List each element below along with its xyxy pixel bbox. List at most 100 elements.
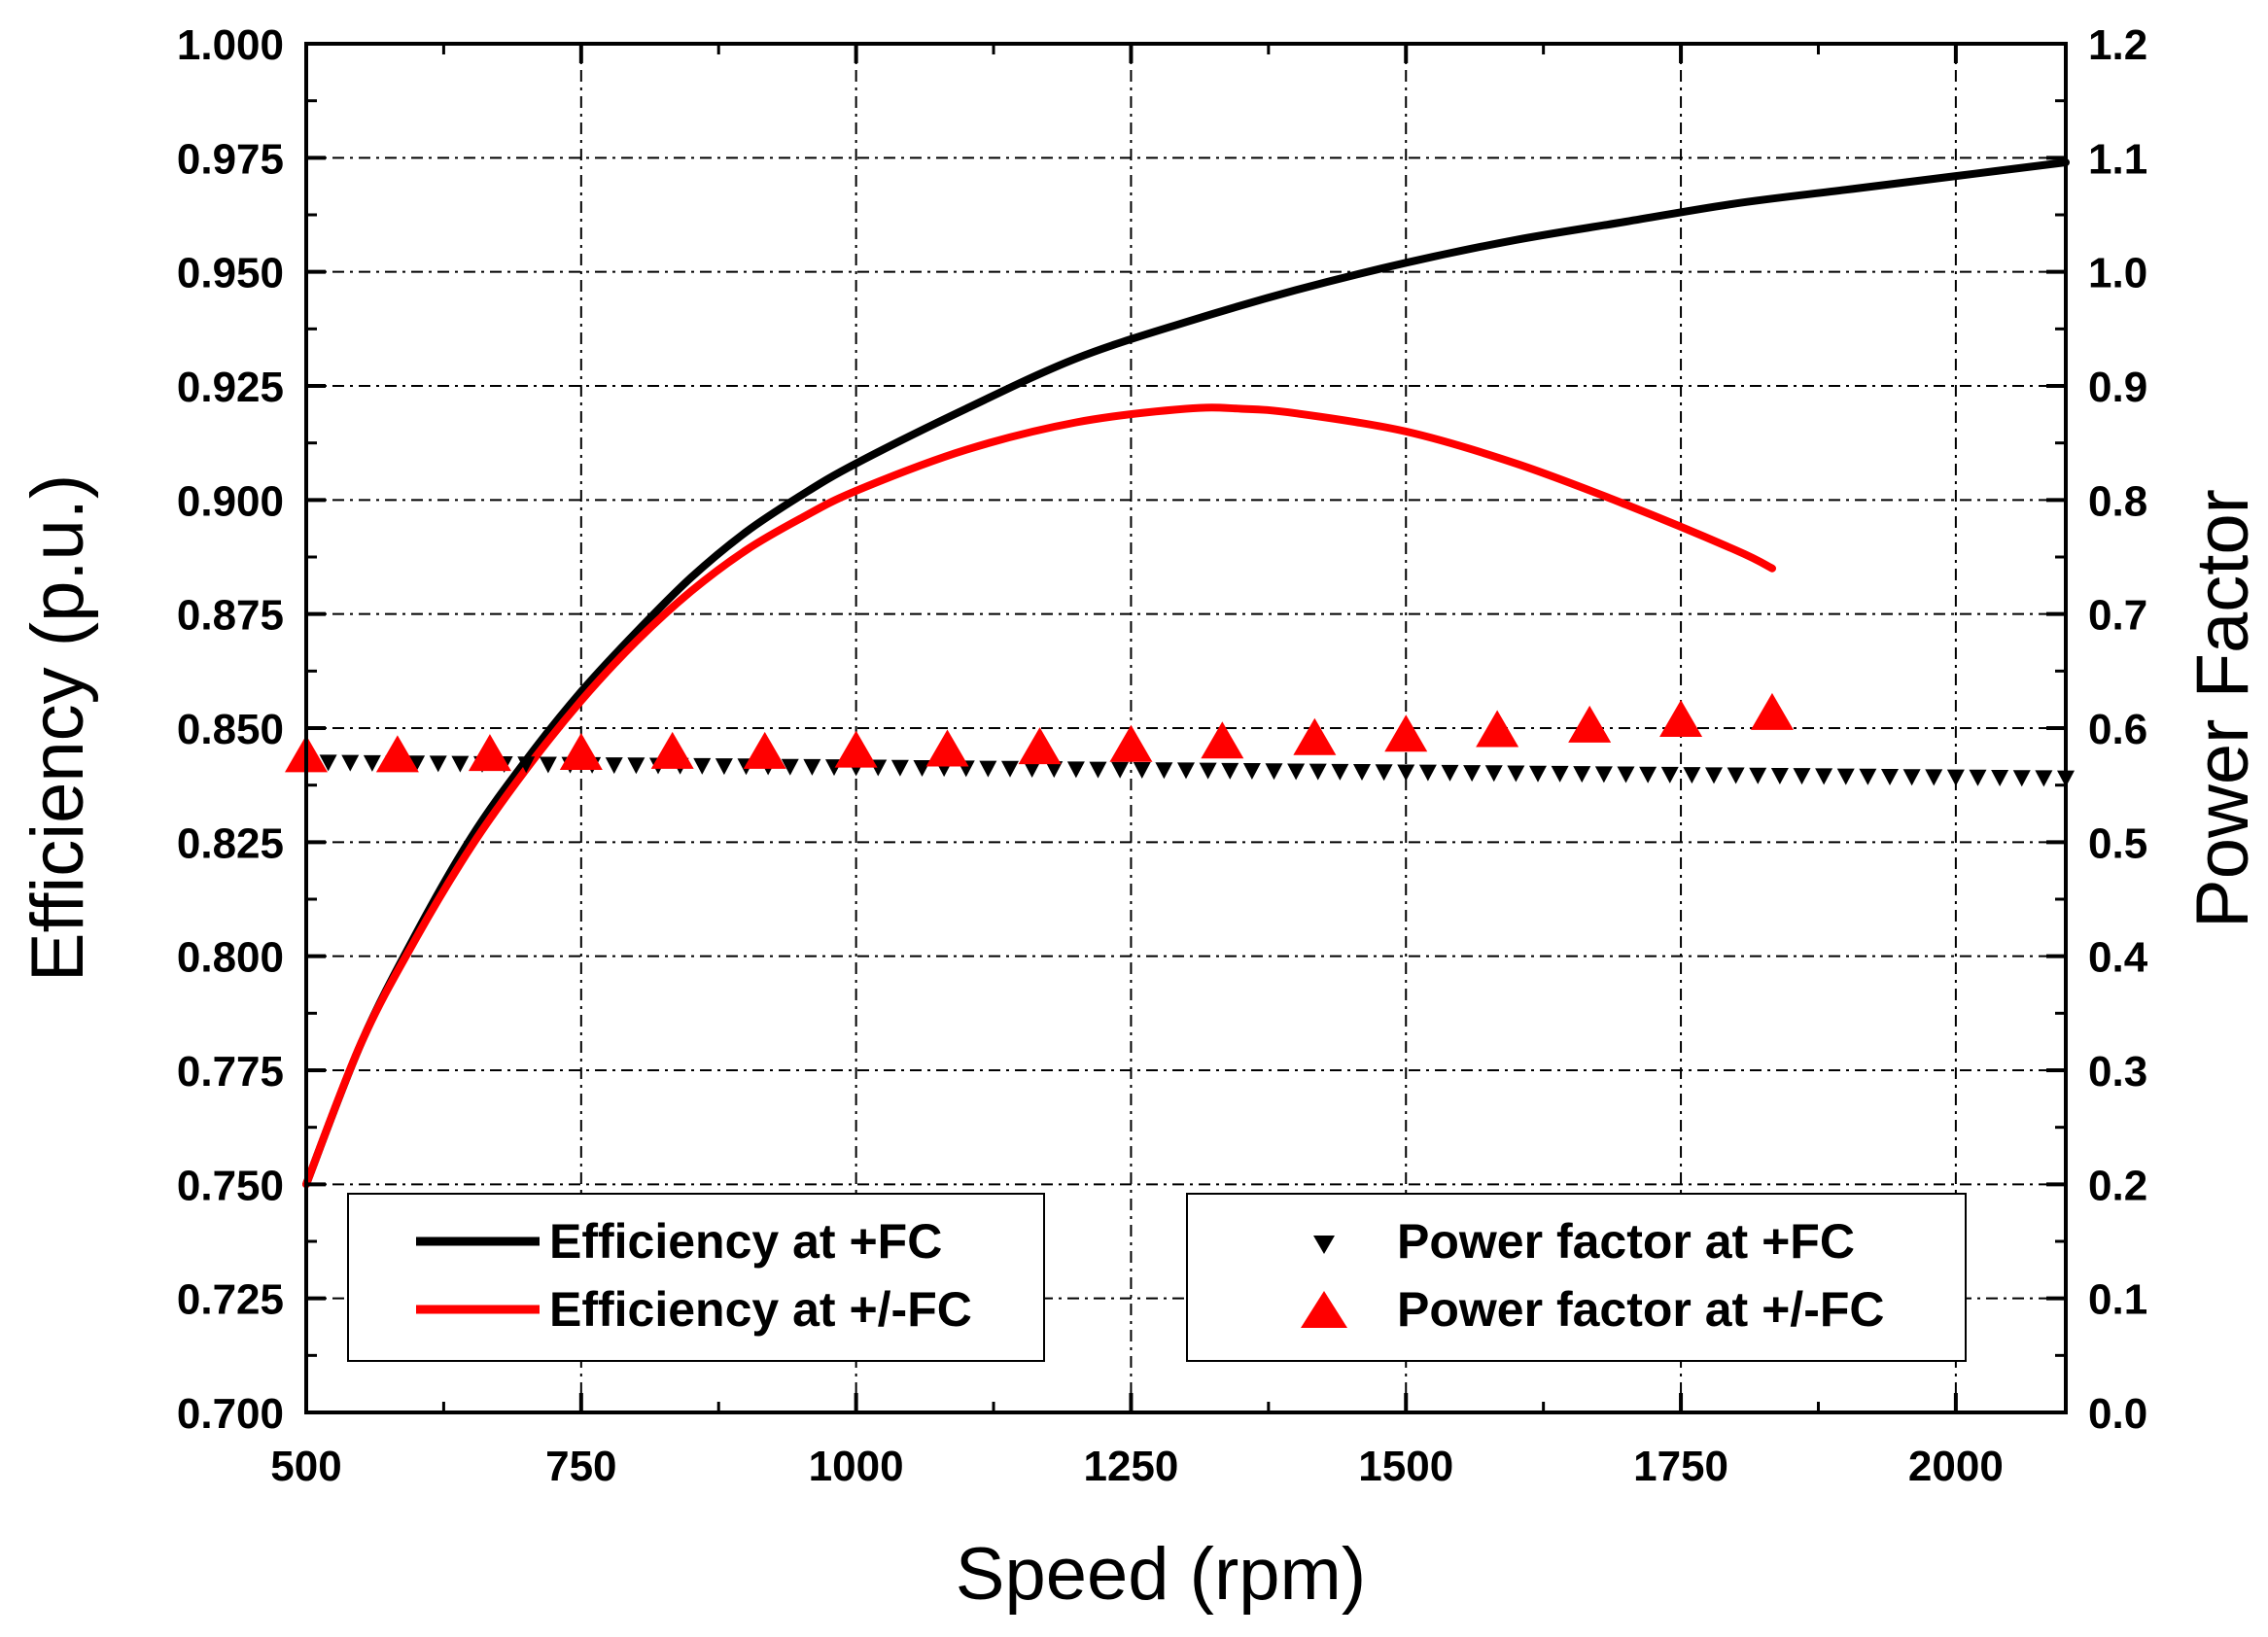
pf-fc-marker — [407, 755, 426, 773]
efficiency-fc-line — [302, 158, 2070, 1189]
pf-fc-marker — [1023, 760, 1041, 778]
x-tick-label: 500 — [270, 1443, 341, 1490]
y2-tick-label: 0.4 — [2088, 934, 2148, 982]
pf-fc-marker — [1441, 764, 1459, 782]
pf-pmfc-marker — [1659, 699, 1703, 737]
pf-pmfc-marker — [650, 731, 694, 769]
pf-pmfc-marker — [375, 735, 419, 773]
y2-tick-label: 0.6 — [2088, 706, 2147, 753]
pf-pmfc-marker — [743, 731, 786, 769]
pf-fc-marker — [1529, 765, 1547, 783]
pf-fc-marker — [693, 757, 712, 775]
pf-fc-marker — [1749, 767, 1767, 784]
y-tick-label: 0.825 — [177, 819, 284, 867]
pf-fc-marker — [517, 756, 536, 774]
y2-tick-label: 0.8 — [2088, 477, 2147, 525]
pf-fc-marker — [1331, 763, 1349, 781]
pf-fc-marker — [2035, 770, 2053, 787]
pf-pmfc-marker — [559, 732, 603, 770]
y-tick-label: 0.700 — [177, 1390, 284, 1438]
x-tick-label: 750 — [545, 1443, 616, 1490]
y-tick-label: 0.850 — [177, 706, 284, 753]
pf-fc-marker — [1946, 769, 1965, 786]
pf-fc-marker — [1397, 764, 1415, 782]
pf-fc-marker — [1617, 766, 1635, 784]
pf-fc-marker — [539, 756, 557, 774]
pf-fc-marker — [1111, 761, 1130, 779]
pf-pmfc-marker — [468, 734, 511, 772]
legend-marker-pf-pmfc — [1301, 1291, 1347, 1328]
y-tick-label: 0.875 — [177, 592, 284, 640]
y-tick-label: 0.750 — [177, 1162, 284, 1209]
pf-fc-marker — [1066, 761, 1085, 779]
pf-fc-marker — [429, 755, 447, 773]
pf-fc-marker — [1045, 761, 1064, 779]
pf-fc-marker — [1221, 762, 1239, 780]
y-tick-label: 0.900 — [177, 477, 284, 525]
pf-fc-marker — [1418, 764, 1437, 782]
x-tick-label: 2000 — [1908, 1443, 2004, 1490]
y2-tick-label: 1.2 — [2088, 21, 2147, 69]
pf-pmfc-marker — [1568, 705, 1612, 743]
pf-fc-marker — [979, 760, 997, 778]
pf-fc-marker — [1507, 765, 1525, 783]
pf-fc-marker — [1881, 768, 1899, 785]
pf-fc-marker — [1969, 769, 1987, 786]
pf-fc-marker — [1705, 767, 1723, 784]
pf-fc-marker — [781, 758, 799, 776]
pf-fc-marker — [1308, 763, 1327, 781]
pf-fc-marker — [1902, 769, 1921, 786]
pf-fc-marker — [1727, 767, 1745, 784]
pf-fc-marker — [451, 755, 470, 773]
pf-fc-marker — [627, 757, 646, 775]
pf-fc-marker — [1551, 765, 1569, 783]
pf-fc-marker — [1375, 764, 1393, 782]
pf-fc-marker — [803, 758, 821, 776]
legend-label-efficiency-fc: Efficiency at +FC — [549, 1214, 942, 1269]
pf-pmfc-marker — [1293, 717, 1337, 755]
series-layer — [285, 158, 2075, 1189]
pf-fc-marker — [1573, 766, 1591, 784]
y2-tick-label: 0.0 — [2088, 1390, 2147, 1438]
efficiency-pmfc-line — [302, 403, 1776, 1189]
y-tick-label: 0.975 — [177, 135, 284, 183]
pf-fc-marker — [1001, 760, 1019, 778]
pf-pmfc-marker — [1018, 727, 1062, 765]
pf-fc-marker — [1089, 761, 1107, 779]
pf-pmfc-marker — [1476, 710, 1519, 748]
pf-fc-marker — [1991, 770, 2009, 787]
pf-fc-marker — [1353, 764, 1371, 782]
x-tick-label: 1250 — [1083, 1443, 1178, 1490]
pf-pmfc-marker — [925, 729, 969, 767]
x-tick-label: 1500 — [1358, 1443, 1453, 1490]
legend-label-efficiency-pmfc: Efficiency at +/-FC — [549, 1282, 972, 1337]
legend-marker-pf-fc — [1313, 1236, 1335, 1254]
pf-fc-marker — [913, 759, 931, 777]
pf-fc-marker — [1859, 768, 1877, 785]
pf-fc-marker — [605, 757, 623, 775]
y2-tick-label: 0.5 — [2088, 819, 2147, 867]
y-tick-label: 0.950 — [177, 250, 284, 297]
pf-fc-marker — [319, 754, 337, 772]
pf-fc-marker — [1133, 762, 1151, 780]
pf-fc-marker — [1265, 763, 1283, 781]
y2-tick-label: 0.2 — [2088, 1162, 2147, 1209]
y2-tick-label: 0.3 — [2088, 1048, 2147, 1096]
pf-fc-marker — [890, 759, 909, 777]
pf-fc-marker — [1484, 765, 1503, 783]
legend-label-pf-fc: Power factor at +FC — [1397, 1214, 1855, 1269]
pf-fc-marker — [1770, 767, 1789, 784]
legend-box-left — [347, 1193, 1045, 1362]
pf-fc-marker — [715, 758, 733, 776]
y-axis-title: Efficiency (p.u.) — [17, 474, 99, 982]
y2-tick-label: 1.1 — [2088, 135, 2147, 183]
pf-fc-marker — [1793, 768, 1811, 785]
legend-label-pf-pmfc: Power factor at +/-FC — [1397, 1282, 1885, 1337]
x-tick-label: 1750 — [1633, 1443, 1728, 1490]
pf-fc-marker — [1925, 769, 1943, 786]
pf-fc-marker — [2012, 770, 2031, 787]
pf-fc-marker — [1287, 763, 1306, 781]
pf-pmfc-marker — [1750, 692, 1794, 730]
y2-tick-label: 0.9 — [2088, 364, 2147, 411]
